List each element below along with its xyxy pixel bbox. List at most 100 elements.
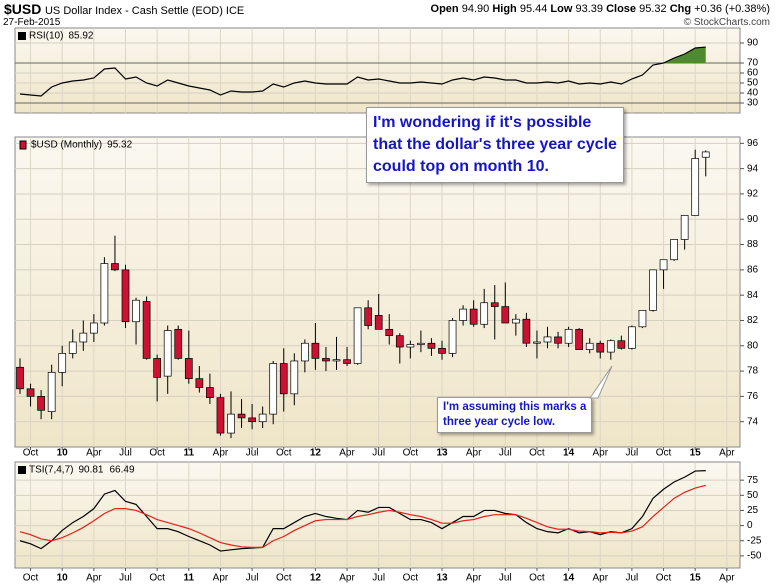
x-tick-label: Apr <box>213 573 229 584</box>
y-tick-label: 70 <box>747 58 759 69</box>
panel-background <box>14 461 741 569</box>
candle-body <box>596 342 605 353</box>
candle-body <box>111 263 119 271</box>
x-tick-label: 15 <box>690 448 702 459</box>
x-tick-label: Jul <box>119 448 132 459</box>
x-tick-label: Oct <box>529 448 545 459</box>
quote-label: High <box>492 3 517 15</box>
candle-body <box>279 363 288 395</box>
candle-body <box>68 341 77 354</box>
panel-background <box>14 136 741 448</box>
y-tick-label: -50 <box>747 551 762 562</box>
candle-body <box>638 309 647 328</box>
legend-value: 95.32 <box>107 140 132 151</box>
candle-body <box>258 413 267 423</box>
x-tick-label: Apr <box>339 448 355 459</box>
callout-line: three year cycle low. <box>443 416 556 428</box>
x-tick-label: Apr <box>86 573 102 584</box>
x-tick-label: Jul <box>246 448 259 459</box>
y-tick-label: 90 <box>747 214 759 225</box>
y-tick-label: 96 <box>747 138 759 149</box>
candle-body <box>142 301 151 359</box>
candle-body <box>163 330 172 377</box>
candle-body <box>290 360 299 395</box>
candle-body <box>47 371 56 412</box>
instrument-name: US Dollar Index - Cash Settle (EOD) ICE <box>44 5 245 17</box>
callout-line: I'm assuming this marks a <box>443 401 587 413</box>
x-tick-label: Jul <box>499 573 512 584</box>
candle-body <box>385 328 394 337</box>
x-tick-label: 12 <box>310 573 322 584</box>
candle-body <box>448 320 457 354</box>
candle-body <box>174 328 183 359</box>
candle-body <box>564 328 573 344</box>
source: © StockCharts.com <box>683 17 770 28</box>
candle-body <box>79 332 88 343</box>
candle-body <box>469 308 478 325</box>
y-tick-label: 88 <box>747 239 759 250</box>
x-tick-label: Oct <box>23 573 39 584</box>
candle-body <box>301 342 309 362</box>
x-tick-label: Apr <box>592 573 608 584</box>
candle-body <box>353 307 362 364</box>
candle-body <box>617 340 626 349</box>
candle-body <box>332 359 341 362</box>
x-tick-label: Oct <box>403 573 419 584</box>
x-tick-label: Apr <box>86 448 102 459</box>
x-tick-label: Oct <box>656 573 672 584</box>
candle-body <box>37 396 45 411</box>
y-tick-label: 76 <box>747 391 759 402</box>
candle-body <box>16 366 24 390</box>
x-tick-label: 11 <box>184 573 195 584</box>
candle-body <box>533 341 541 344</box>
y-tick-label: 30 <box>747 98 759 109</box>
y-tick-label: 78 <box>747 366 759 377</box>
candle-body <box>659 259 668 271</box>
candle-body <box>691 158 700 216</box>
x-tick-label: Oct <box>276 573 292 584</box>
candle-body <box>132 299 140 323</box>
candle-body <box>606 340 615 353</box>
x-tick-label: Jul <box>626 573 639 584</box>
candle-body <box>322 358 330 362</box>
quote-value: 94.90 <box>461 3 490 15</box>
x-tick-label: 12 <box>310 448 322 459</box>
candle-body <box>195 378 204 388</box>
x-tick-label: Oct <box>149 573 165 584</box>
x-tick-label: Jul <box>499 448 512 459</box>
y-tick-label: 94 <box>747 163 759 174</box>
candle-body <box>480 302 489 325</box>
quote-value: 95.32 <box>639 3 667 15</box>
y-tick-label: 0 <box>747 520 753 531</box>
callout-line: I'm wondering if it's possible <box>373 114 592 131</box>
y-tick-label: 75 <box>747 475 759 486</box>
legend-swatch <box>18 466 26 474</box>
x-tick-label: Apr <box>592 448 608 459</box>
candle-body <box>427 342 436 349</box>
candle-body <box>153 358 161 378</box>
quote-label: Chg <box>669 3 692 15</box>
legend-value: 90.81 <box>78 465 103 476</box>
candle-body <box>490 302 499 307</box>
quote-value: 93.39 <box>575 3 604 15</box>
candle-body <box>121 269 130 323</box>
x-tick-label: Apr <box>466 573 482 584</box>
x-tick-label: Oct <box>656 448 672 459</box>
candle-body <box>184 358 193 380</box>
x-tick-label: Oct <box>149 448 165 459</box>
x-tick-label: 11 <box>184 448 195 459</box>
header-title: $USD US Dollar Index - Cash Settle (EOD)… <box>4 1 244 17</box>
x-tick-label: Jul <box>246 573 259 584</box>
candle-body <box>628 326 636 349</box>
candle-body <box>311 342 320 359</box>
y-tick-label: 82 <box>747 315 759 326</box>
candle-body <box>26 388 35 397</box>
legend-name: RSI(10) <box>29 31 63 42</box>
candle-body <box>501 306 510 324</box>
candle-body <box>575 328 584 350</box>
y-tick-label: -25 <box>747 535 762 546</box>
x-tick-label: Apr <box>719 573 735 584</box>
series-line <box>19 484 706 549</box>
y-tick-label: 25 <box>747 505 759 516</box>
